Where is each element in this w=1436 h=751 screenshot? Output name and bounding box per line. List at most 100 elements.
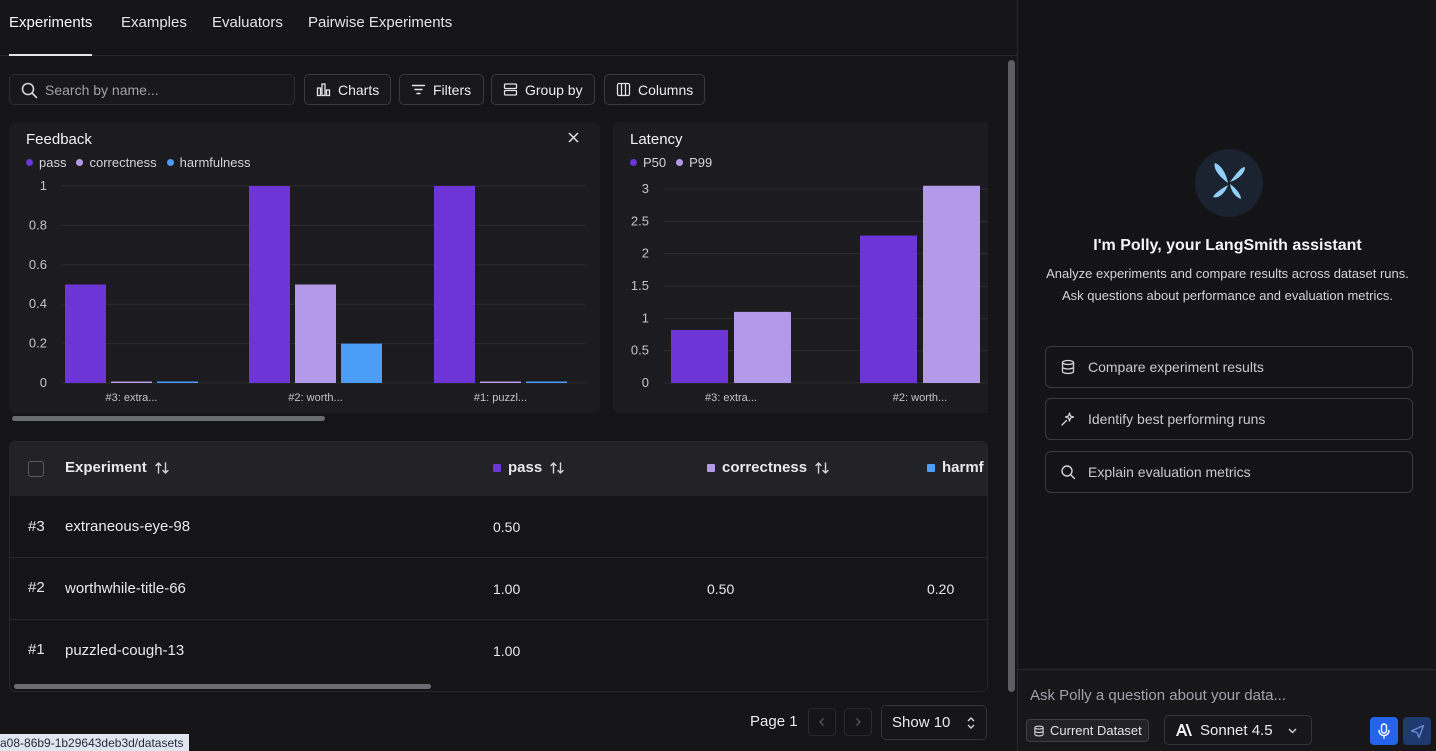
tab-evaluators[interactable]: Evaluators xyxy=(212,14,283,31)
chevron-right-icon xyxy=(856,718,861,726)
tab-bar: Experiments Examples Evaluators Pairwise… xyxy=(0,0,1017,56)
bar xyxy=(341,343,382,383)
bar xyxy=(734,311,791,383)
page-size-select[interactable]: Show 10 xyxy=(881,705,987,740)
column-header-experiment[interactable]: Experiment xyxy=(65,459,170,476)
bar xyxy=(434,186,475,383)
columns-button[interactable]: Columns xyxy=(604,74,705,105)
sort-icon[interactable] xyxy=(154,460,170,476)
chat-composer: Current Dataset Sonnet 4.5 xyxy=(1018,669,1436,751)
y-tick-label: 0.8 xyxy=(29,217,47,232)
experiment-name[interactable]: puzzled-cough-13 xyxy=(65,642,185,659)
table-horizontal-scrollbar[interactable] xyxy=(14,684,431,689)
bar xyxy=(65,284,106,383)
chat-input[interactable] xyxy=(1030,684,1420,706)
bar xyxy=(480,381,521,383)
sort-icon[interactable] xyxy=(814,460,830,476)
polly-assistant-pane: I'm Polly, your LangSmith assistant Anal… xyxy=(1017,0,1436,751)
current-dataset-chip[interactable]: Current Dataset xyxy=(1026,719,1149,742)
legend-label: harmfulness xyxy=(179,155,251,170)
column-header-label: correctness xyxy=(722,459,808,476)
table-row[interactable]: #1 puzzled-cough-13 1.00 xyxy=(10,620,987,682)
suggestion-compare-results[interactable]: Compare experiment results xyxy=(1045,346,1413,388)
bar xyxy=(923,185,980,383)
column-header-label: harmf xyxy=(942,459,984,476)
table-row[interactable]: #2 worthwhile-title-66 1.00 0.50 0.20 xyxy=(10,558,987,620)
column-header-correctness[interactable]: correctness xyxy=(707,459,830,476)
suggestion-explain-metrics[interactable]: Explain evaluation metrics xyxy=(1045,451,1413,493)
row-number: #2 xyxy=(28,579,45,596)
tab-examples[interactable]: Examples xyxy=(121,14,187,31)
page-size-value: Show 10 xyxy=(892,714,951,731)
suggestion-label: Explain evaluation metrics xyxy=(1088,464,1251,480)
x-tick-label: #3: extra... xyxy=(705,392,757,404)
experiment-name[interactable]: extraneous-eye-98 xyxy=(65,518,191,535)
sparkle-icon xyxy=(1061,412,1075,426)
charts-button[interactable]: Charts xyxy=(304,74,391,105)
latency-chart: 0 0.5 1 1.5 2 2.5 3 #3: extra... #2: worth... xyxy=(631,181,988,404)
row-number: #3 xyxy=(28,518,45,535)
butterfly-icon xyxy=(1213,163,1245,199)
x-tick-label: #3: extra... xyxy=(106,392,158,404)
column-header-harmfulness[interactable]: harmf xyxy=(927,459,984,476)
charts-horizontal-scrollbar[interactable] xyxy=(12,416,325,421)
suggestion-best-runs[interactable]: Identify best performing runs xyxy=(1045,398,1413,440)
legend-label: P50 xyxy=(643,155,667,170)
experiment-name[interactable]: worthwhile-title-66 xyxy=(65,580,186,597)
legend-item: correctness xyxy=(76,155,157,170)
search-input[interactable] xyxy=(45,79,285,101)
previous-page-button[interactable] xyxy=(808,708,836,736)
chevron-left-icon xyxy=(819,718,824,726)
x-tick-label: #2: worth... xyxy=(893,392,947,404)
charts-label: Charts xyxy=(338,81,380,98)
microphone-button[interactable] xyxy=(1370,717,1398,745)
anthropic-icon xyxy=(1176,724,1192,736)
group-by-button[interactable]: Group by xyxy=(491,74,595,105)
table-row[interactable]: #3 extraneous-eye-98 0.50 xyxy=(10,496,987,558)
pass-value: 0.50 xyxy=(493,519,521,535)
vertical-scrollbar[interactable] xyxy=(1008,60,1015,692)
column-header-pass[interactable]: pass xyxy=(493,459,565,476)
select-all-checkbox[interactable] xyxy=(28,461,44,477)
feedback-chart-card: 0 0.2 0.4 0.6 0.8 1 #3: extra... #2: worth... #1… xyxy=(9,122,600,413)
experiments-table: Experiment pass correctness harmf #3 ext… xyxy=(9,441,988,692)
legend-dot xyxy=(76,159,84,166)
y-tick-label: 2 xyxy=(642,246,649,261)
y-tick-label: 0.4 xyxy=(29,296,47,311)
filters-button[interactable]: Filters xyxy=(399,74,484,105)
microphone-icon xyxy=(1378,723,1390,739)
database-icon xyxy=(1061,359,1075,375)
database-icon xyxy=(1034,725,1044,736)
y-tick-label: 1.5 xyxy=(631,278,649,293)
filter-icon xyxy=(411,84,426,95)
legend-label: correctness xyxy=(89,155,157,170)
y-tick-label: 0 xyxy=(40,375,47,390)
bar-chart-icon xyxy=(316,83,331,97)
chart-legend: P50 P99 xyxy=(630,155,716,170)
legend-dot xyxy=(166,159,174,166)
send-button[interactable] xyxy=(1403,717,1431,745)
bar xyxy=(295,284,336,383)
model-select[interactable]: Sonnet 4.5 xyxy=(1164,715,1312,745)
legend-dot xyxy=(26,159,33,166)
close-icon[interactable] xyxy=(568,132,579,143)
filters-label: Filters xyxy=(433,81,472,98)
tab-experiments[interactable]: Experiments xyxy=(9,14,93,56)
bar xyxy=(671,329,728,383)
correctness-color-swatch xyxy=(707,463,715,472)
x-tick-label: #2: worth... xyxy=(288,392,342,404)
dataset-chip-label: Current Dataset xyxy=(1050,723,1142,738)
chevron-updown-icon xyxy=(967,717,975,729)
suggestion-label: Identify best performing runs xyxy=(1088,411,1266,427)
send-icon xyxy=(1410,724,1424,738)
column-header-label: Experiment xyxy=(65,459,147,476)
tab-pairwise-experiments[interactable]: Pairwise Experiments xyxy=(308,14,453,31)
group-icon xyxy=(503,83,518,96)
sort-icon[interactable] xyxy=(549,460,565,476)
polly-description: Analyze experiments and compare results … xyxy=(1046,266,1409,303)
legend-dot xyxy=(676,159,684,166)
page-indicator: Page 1 xyxy=(750,713,798,730)
polly-title: I'm Polly, your LangSmith assistant xyxy=(1093,237,1362,254)
next-page-button[interactable] xyxy=(844,708,872,736)
row-number: #1 xyxy=(28,641,45,658)
